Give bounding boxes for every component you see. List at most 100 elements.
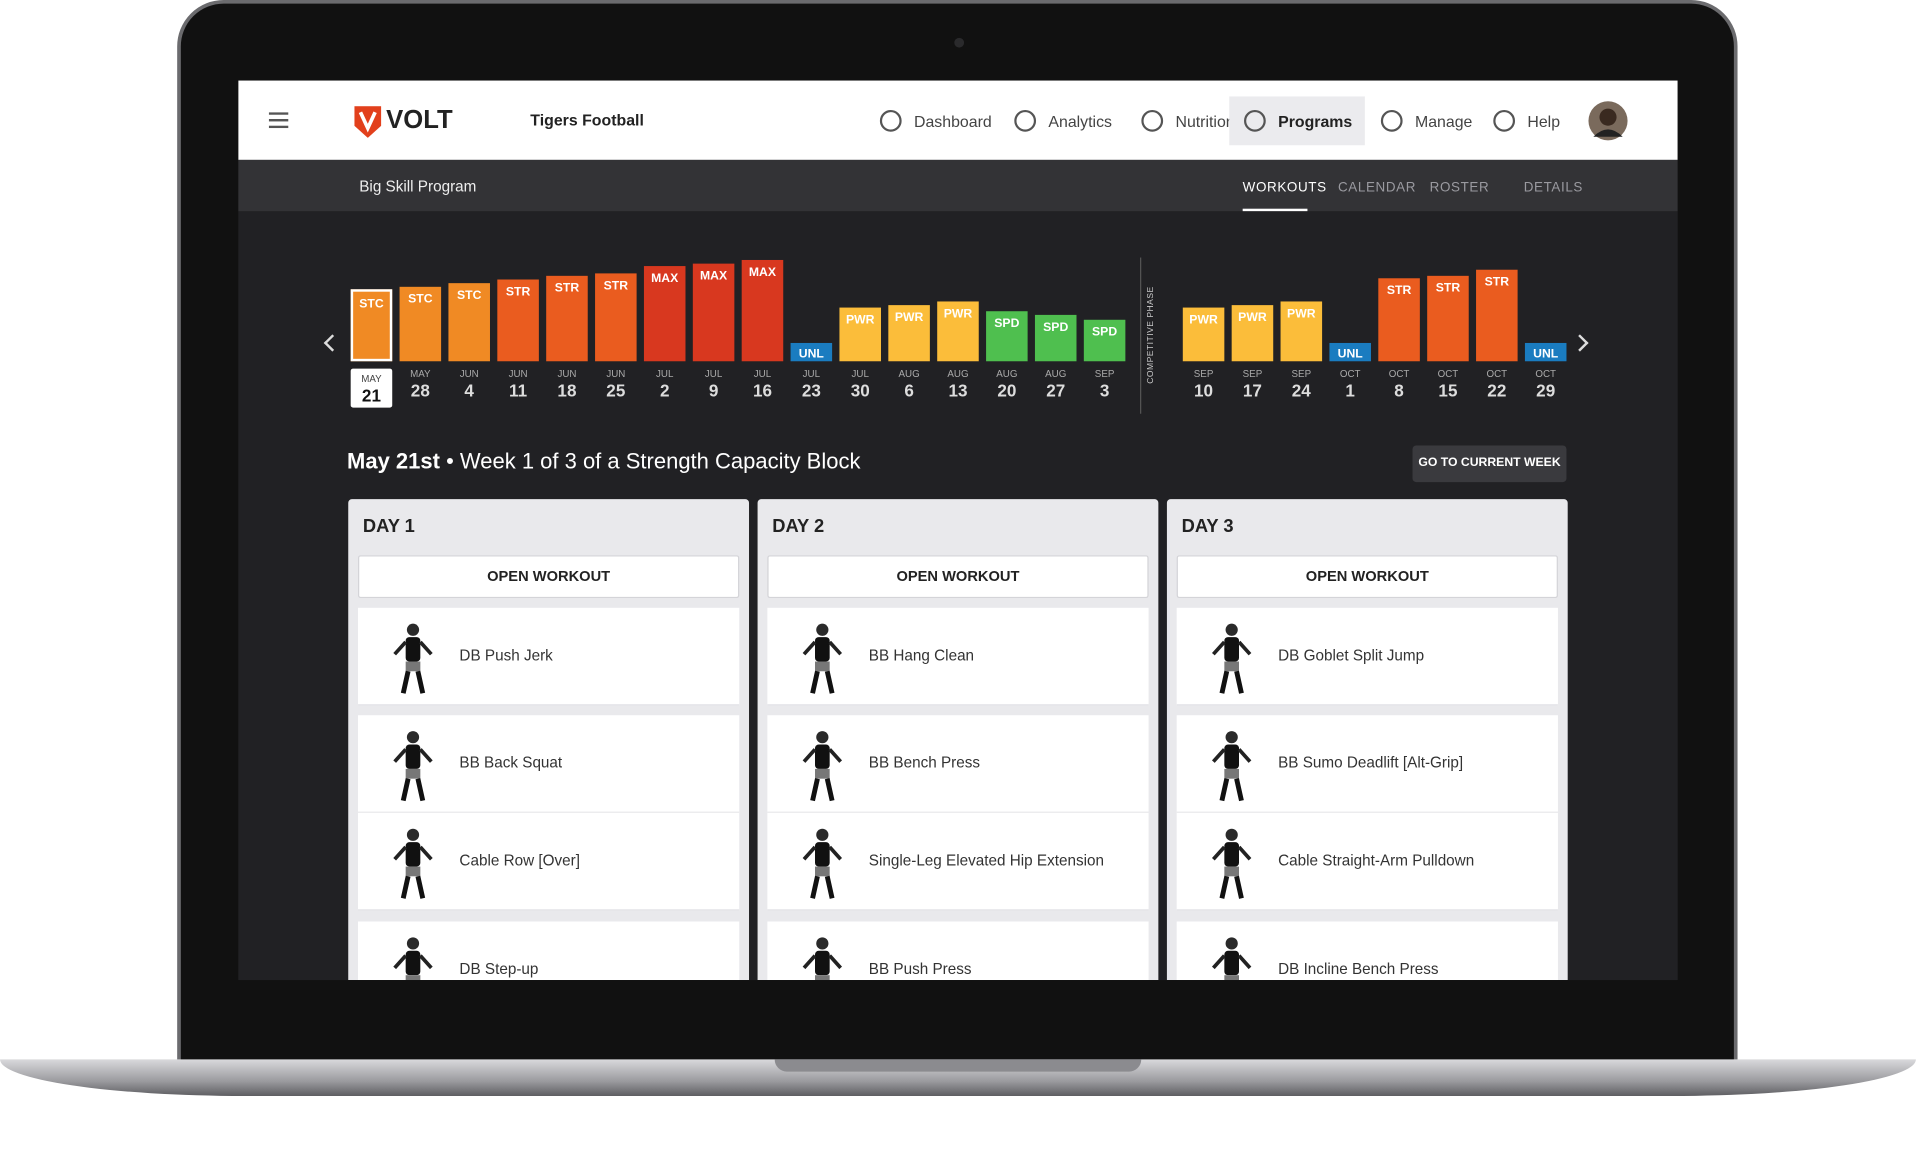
phase-bar[interactable]: PWR — [1182, 307, 1225, 362]
tab[interactable]: ROSTER — [1429, 180, 1490, 196]
week-date[interactable]: AUG 20 — [986, 369, 1028, 401]
phase-divider — [1140, 257, 1142, 414]
exercise-card[interactable]: Cable Row [Over] — [358, 812, 740, 911]
phase-bar[interactable]: UNL — [1524, 342, 1567, 362]
week-date[interactable]: JUN 4 — [448, 369, 490, 401]
sub-bar: Big Skill Program — [238, 159, 1678, 212]
week-day: 16 — [752, 380, 772, 401]
phase-bar[interactable]: MAX — [643, 266, 686, 362]
exercise-card[interactable]: BB Hang Clean — [767, 607, 1149, 706]
week-date[interactable]: OCT 15 — [1427, 369, 1469, 401]
nav-item[interactable]: Help — [1491, 96, 1560, 145]
open-workout-button[interactable]: OPEN WORKOUT — [358, 555, 740, 599]
week-date[interactable]: OCT 22 — [1476, 369, 1518, 401]
week-day: 29 — [1536, 380, 1556, 401]
phase-bar[interactable]: MAX — [741, 259, 784, 362]
phase-bar[interactable]: STC — [399, 286, 442, 362]
week-date[interactable]: MAY 28 — [400, 369, 442, 401]
exercise-card[interactable]: DB Push Jerk — [358, 607, 740, 706]
phase-label: STR — [554, 281, 580, 296]
exercise-card[interactable]: Cable Straight-Arm Pulldown — [1176, 812, 1558, 911]
menu-icon[interactable] — [268, 112, 289, 129]
phase-bar[interactable]: PWR — [1231, 305, 1274, 362]
nav-label[interactable]: Manage — [1414, 111, 1473, 130]
phase-bar[interactable]: STR — [1476, 269, 1518, 362]
exercise-card[interactable]: DB Incline Bench Press — [1176, 921, 1558, 981]
week-date[interactable]: JUN 18 — [546, 369, 588, 401]
exercise-card[interactable]: DB Step-up — [358, 921, 740, 981]
week-date[interactable]: JUL 30 — [839, 369, 881, 401]
phase-bar[interactable]: STR — [497, 279, 539, 362]
phase-bar[interactable]: PWR — [1280, 301, 1323, 362]
week-date[interactable]: JUL 2 — [644, 369, 686, 401]
program-selector[interactable]: Big Skill Program — [359, 178, 477, 196]
exercise-card[interactable]: DB Goblet Split Jump — [1176, 607, 1558, 706]
phase-bar[interactable]: UNL — [790, 342, 833, 362]
week-date[interactable]: AUG 27 — [1035, 369, 1077, 401]
tab[interactable]: CALENDAR — [1337, 180, 1417, 196]
phase-bar[interactable]: UNL — [1329, 342, 1371, 362]
avatar[interactable] — [1587, 100, 1629, 141]
exercise-figure — [393, 731, 433, 802]
nav-item[interactable]: Manage — [1378, 96, 1472, 145]
phase-bar[interactable]: STR — [546, 275, 588, 362]
phase-label: UNL — [798, 347, 824, 362]
week-date[interactable]: SEP 3 — [1084, 369, 1126, 401]
nav-item[interactable]: Dashboard — [877, 96, 992, 145]
nav-label[interactable]: Programs — [1278, 111, 1353, 130]
week-date[interactable]: JUL 23 — [791, 369, 833, 401]
week-date[interactable]: AUG 6 — [888, 369, 930, 401]
nav-item[interactable]: Nutrition — [1139, 96, 1235, 145]
week-date[interactable]: OCT 8 — [1378, 369, 1420, 401]
week-date[interactable]: JUL 16 — [742, 369, 784, 401]
exercise-card[interactable]: BB Back Squat — [358, 715, 740, 813]
week-date[interactable]: SEP 24 — [1281, 369, 1323, 401]
current-week-button[interactable]: GO TO CURRENT WEEK — [1412, 445, 1567, 483]
exercise-card[interactable]: Single-Leg Elevated Hip Extension — [767, 812, 1149, 911]
phase-bar[interactable]: STR — [595, 273, 637, 362]
week-day: 22 — [1487, 380, 1507, 401]
tab[interactable]: WORKOUTS — [1242, 180, 1327, 196]
phase-bar[interactable]: SPD — [1083, 319, 1126, 362]
nav-label[interactable]: Dashboard — [913, 111, 992, 130]
next-arrow[interactable] — [1571, 334, 1589, 352]
nav-icon — [1014, 109, 1037, 132]
exercise-card[interactable]: BB Bench Press — [767, 715, 1149, 813]
nav-item[interactable]: Programs — [1229, 96, 1365, 146]
week-date[interactable]: AUG 13 — [937, 369, 979, 401]
phase-bar[interactable]: STC — [448, 283, 490, 362]
phase-bar[interactable]: SPD — [1034, 314, 1077, 362]
nav-label[interactable]: Nutrition — [1175, 111, 1235, 130]
week-date[interactable]: JUL 9 — [693, 369, 735, 401]
phase-bar[interactable]: MAX — [692, 263, 735, 362]
nav-label[interactable]: Help — [1527, 111, 1561, 130]
open-workout-button[interactable]: OPEN WORKOUT — [767, 555, 1149, 599]
nav-label[interactable]: Analytics — [1048, 111, 1112, 130]
nav-icon — [1380, 109, 1403, 132]
week-date[interactable]: JUN 11 — [497, 369, 539, 401]
week-date[interactable]: JUN 25 — [595, 369, 637, 401]
exercise-card[interactable]: BB Push Press — [767, 921, 1149, 981]
week-date[interactable]: SEP 17 — [1232, 369, 1274, 401]
exercise-name: BB Back Squat — [459, 754, 563, 772]
week-date[interactable]: MAY 21 — [350, 368, 393, 408]
prev-arrow[interactable] — [323, 334, 341, 352]
phase-bar[interactable]: STC — [350, 289, 393, 362]
exercise-card[interactable]: BB Sumo Deadlift [Alt-Grip] — [1176, 715, 1558, 813]
phase-bar[interactable]: STR — [1427, 275, 1469, 362]
week-date[interactable]: SEP 10 — [1183, 369, 1225, 401]
phase-label: STR — [1484, 275, 1510, 290]
phase-bar[interactable]: STR — [1378, 278, 1420, 362]
nav-item[interactable]: Analytics — [1012, 96, 1112, 145]
phase-label: UNL — [1337, 347, 1363, 362]
phase-label: STR — [505, 285, 531, 300]
phase-bar[interactable]: PWR — [937, 301, 979, 362]
week-date[interactable]: OCT 1 — [1329, 369, 1371, 401]
week-date[interactable]: OCT 29 — [1525, 369, 1567, 401]
tab[interactable]: DETAILS — [1523, 180, 1584, 196]
open-workout-button[interactable]: OPEN WORKOUT — [1176, 555, 1558, 599]
phase-bar[interactable]: PWR — [839, 307, 881, 362]
phase-bar[interactable]: PWR — [888, 305, 930, 362]
team-selector[interactable]: Tigers Football — [530, 111, 644, 130]
phase-bar[interactable]: SPD — [986, 311, 1028, 362]
